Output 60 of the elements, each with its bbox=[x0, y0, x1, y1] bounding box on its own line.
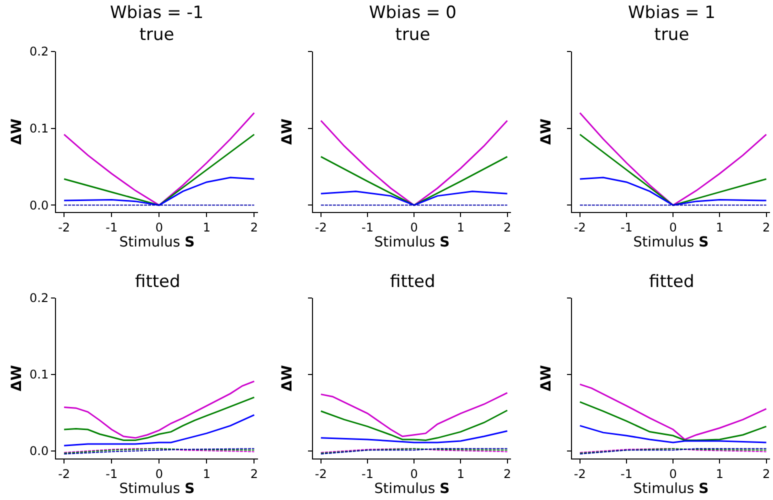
x-tick-label: 2 bbox=[503, 220, 512, 234]
x-tick-label: -2 bbox=[574, 220, 586, 234]
x-tick-label: -2 bbox=[58, 466, 70, 481]
chart-title: fitted bbox=[135, 272, 180, 292]
y-axis-title: ΔW bbox=[9, 365, 26, 392]
x-tick-label: -2 bbox=[314, 466, 327, 481]
line-series bbox=[63, 112, 255, 206]
chart-title: fitted bbox=[390, 272, 436, 292]
x-axis-title: Stimulus S bbox=[633, 480, 709, 497]
x-axis-title: Stimulus S bbox=[633, 234, 709, 250]
x-tick-label: 0 bbox=[155, 220, 163, 234]
x-tick-label: -2 bbox=[574, 466, 586, 481]
x-tick-label: -1 bbox=[620, 220, 632, 234]
x-axis-title: Stimulus S bbox=[374, 480, 450, 497]
chart-title: Wbias = 1 true bbox=[628, 3, 716, 46]
x-tick-label: 2 bbox=[250, 466, 258, 481]
x-tick-label: 1 bbox=[716, 220, 724, 234]
line-series bbox=[63, 176, 255, 206]
x-tick-label: 1 bbox=[456, 466, 464, 481]
x-tick-label: 0 bbox=[669, 466, 677, 481]
y-tick-label: 0.2 bbox=[30, 291, 49, 306]
x-tick-label: 2 bbox=[503, 466, 512, 481]
y-axis-title: ΔW bbox=[538, 365, 555, 392]
chart-title: fitted bbox=[649, 272, 694, 292]
line-series bbox=[63, 414, 255, 446]
line-series bbox=[63, 134, 255, 206]
y-tick-label: 0.0 bbox=[30, 444, 49, 458]
x-tick-label: 1 bbox=[456, 220, 464, 234]
y-axis-title: ΔW bbox=[9, 118, 26, 145]
line-series bbox=[63, 380, 255, 439]
x-tick-label: -1 bbox=[362, 220, 374, 234]
line-series bbox=[63, 396, 255, 441]
x-tick-label: -1 bbox=[106, 466, 118, 481]
x-tick-label: 2 bbox=[250, 220, 258, 234]
x-tick-label: 0 bbox=[410, 466, 418, 481]
x-tick-label: 0 bbox=[669, 220, 677, 234]
x-tick-label: -1 bbox=[106, 220, 118, 234]
x-tick-label: 2 bbox=[762, 466, 770, 481]
x-tick-label: 0 bbox=[155, 466, 163, 481]
x-tick-label: 2 bbox=[762, 220, 770, 234]
x-tick-label: 1 bbox=[716, 466, 724, 481]
y-axis-title: ΔW bbox=[280, 365, 296, 392]
x-tick-label: -1 bbox=[620, 466, 632, 481]
y-tick-label: 0.1 bbox=[30, 368, 49, 382]
y-tick-label: 0.0 bbox=[30, 198, 49, 212]
y-axis-title: ΔW bbox=[280, 118, 296, 145]
x-axis-title: Stimulus S bbox=[119, 480, 195, 497]
y-tick-label: 0.1 bbox=[30, 121, 49, 136]
x-tick-label: -1 bbox=[362, 466, 374, 481]
x-tick-label: 1 bbox=[202, 220, 210, 234]
chart-title: Wbias = -1 true bbox=[110, 3, 204, 46]
x-tick-label: -2 bbox=[58, 220, 70, 234]
chart-title: Wbias = 0 true bbox=[369, 3, 456, 46]
x-tick-label: 1 bbox=[202, 466, 210, 481]
x-tick-label: 0 bbox=[410, 220, 418, 234]
y-tick-label: 0.2 bbox=[30, 44, 49, 59]
x-tick-label: -2 bbox=[314, 220, 327, 234]
y-axis-title: ΔW bbox=[538, 118, 555, 145]
x-axis-title: Stimulus S bbox=[119, 234, 195, 250]
x-axis-title: Stimulus S bbox=[374, 234, 450, 250]
